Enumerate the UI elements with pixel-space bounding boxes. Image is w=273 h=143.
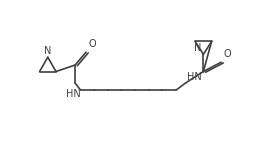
Text: N: N — [44, 46, 52, 56]
Text: HN: HN — [187, 72, 202, 82]
Text: N: N — [194, 43, 201, 53]
Text: HN: HN — [66, 89, 81, 99]
Text: O: O — [89, 39, 96, 49]
Text: O: O — [224, 49, 232, 59]
